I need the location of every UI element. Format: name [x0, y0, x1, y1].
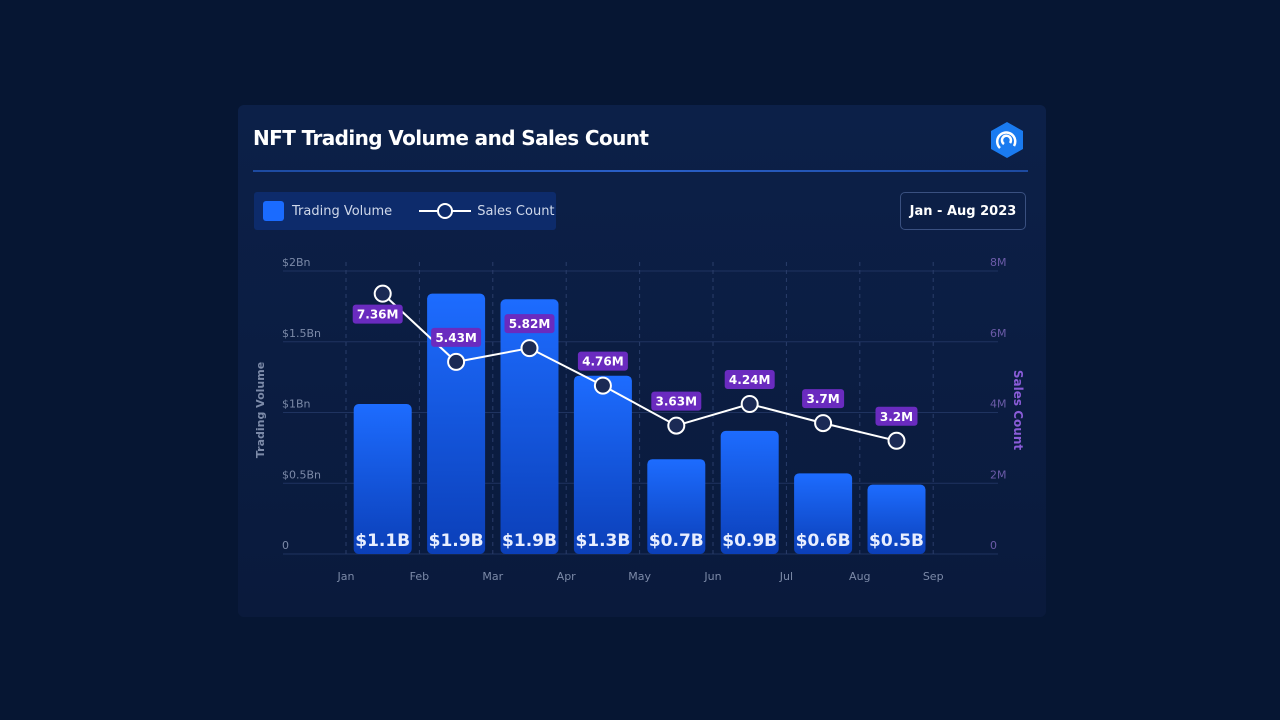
- y-tick-label: $1.5Bn: [282, 327, 321, 340]
- y2-tick-label: 0: [990, 539, 997, 552]
- bar-aug: [867, 484, 926, 554]
- point-value-label: 4.76M: [582, 355, 624, 369]
- y-axis-title: Trading Volume: [254, 362, 267, 458]
- bar-value-label: $0.9B: [722, 531, 777, 551]
- point-label-bg: [431, 327, 482, 347]
- header-divider: [253, 170, 1028, 172]
- x-tick-label: May: [628, 570, 651, 583]
- bar-value-label: $0.7B: [649, 531, 704, 551]
- point-label-bg: [577, 351, 628, 371]
- bar-jun: [720, 430, 779, 554]
- radar-logo-icon: [991, 122, 1023, 158]
- x-tick-label: Jul: [779, 570, 793, 583]
- y2-tick-label: 2M: [990, 468, 1007, 481]
- point-value-label: 3.63M: [656, 395, 698, 409]
- point-label-bg: [651, 391, 702, 411]
- y-tick-label: 0: [282, 539, 289, 552]
- legend-sales-count: Sales Count: [477, 203, 555, 219]
- sales-count-point-mar: [520, 339, 539, 358]
- bar-mar: [500, 299, 559, 554]
- bar-apr: [573, 375, 632, 554]
- sales-count-point-jan: [373, 284, 392, 303]
- chart-title: NFT Trading Volume and Sales Count: [253, 126, 649, 150]
- point-value-label: 3.7M: [806, 392, 839, 406]
- legend-trading-volume: Trading Volume: [292, 203, 393, 219]
- x-tick-label: Jan: [337, 570, 355, 583]
- bar-value-label: $1.1B: [355, 531, 410, 551]
- point-value-label: 5.82M: [509, 317, 551, 331]
- sales-count-point-apr: [593, 376, 612, 395]
- sales-count-point-may: [667, 416, 686, 435]
- point-label-bg: [875, 406, 918, 426]
- legend: Trading Volume Sales Count: [254, 192, 556, 230]
- point-value-label: 3.2M: [880, 410, 913, 424]
- sales-count-point-feb: [447, 352, 466, 371]
- bar-value-label: $1.3B: [575, 531, 630, 551]
- x-tick-label: Feb: [410, 570, 429, 583]
- point-label-bg: [504, 314, 555, 334]
- y2-tick-label: 8M: [990, 256, 1007, 269]
- bar-value-label: $0.5B: [869, 531, 924, 551]
- bar-jul: [794, 473, 853, 554]
- x-tick-label: Mar: [482, 570, 503, 583]
- bar-value-label: $1.9B: [502, 531, 557, 551]
- y2-axis-title: Sales Count: [1011, 370, 1025, 450]
- point-value-label: 5.43M: [435, 331, 477, 345]
- y-tick-label: $0.5Bn: [282, 468, 321, 481]
- bar-value-label: $1.9B: [429, 531, 484, 551]
- point-value-label: 4.24M: [729, 373, 771, 387]
- x-tick-label: Apr: [557, 570, 577, 583]
- x-tick-label: Sep: [923, 570, 944, 583]
- y-tick-label: $2Bn: [282, 256, 311, 269]
- y-tick-label: $1Bn: [282, 398, 311, 411]
- sales-count-point-jun: [740, 395, 759, 414]
- date-range-selector[interactable]: Jan - Aug 2023: [900, 192, 1026, 230]
- bar-value-label: $0.6B: [796, 531, 851, 551]
- y2-tick-label: 4M: [990, 398, 1007, 411]
- y2-tick-label: 6M: [990, 327, 1007, 340]
- bar-jan: [353, 404, 412, 554]
- bar-may: [647, 459, 706, 554]
- legend-bar-swatch: [263, 201, 284, 221]
- point-label-bg: [352, 304, 403, 324]
- sales-count-point-aug: [887, 431, 906, 450]
- x-tick-label: Aug: [849, 570, 870, 583]
- sales-count-point-jul: [814, 414, 833, 433]
- legend-line-marker-icon: [419, 203, 472, 219]
- point-label-bg: [802, 389, 845, 409]
- x-tick-label: Jun: [703, 570, 721, 583]
- point-label-bg: [724, 370, 775, 390]
- point-value-label: 7.36M: [357, 308, 399, 322]
- sales-count-line: [382, 292, 897, 442]
